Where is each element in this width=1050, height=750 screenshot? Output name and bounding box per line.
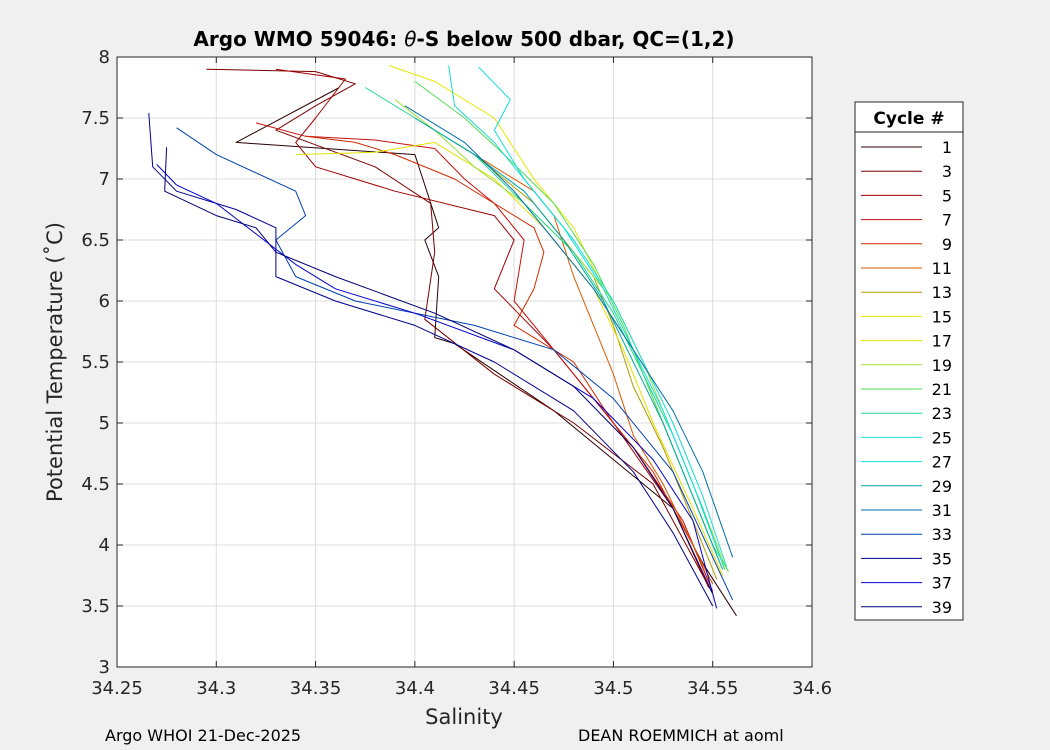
series-line-cycle-3	[206, 68, 714, 595]
legend-box	[854, 101, 964, 621]
x-axis-ticks: 34.25 34.3 34.35 34.4 34.45 34.5 34.55 34.6	[91, 57, 832, 699]
y-tick-label: 4	[99, 535, 110, 556]
legend-label: 25	[932, 428, 952, 447]
x-tick-label: 34.4	[395, 678, 435, 699]
legend-label: 21	[932, 380, 952, 399]
legend-label: 13	[932, 283, 952, 302]
x-tick-label: 34.35	[290, 678, 342, 699]
legend-label: 23	[932, 404, 952, 423]
legend-label: 19	[932, 356, 952, 375]
y-axis-label: Potential Temperature (˚C)	[43, 222, 67, 502]
x-axis-label: Salinity	[425, 705, 503, 729]
legend-label: 33	[932, 525, 952, 544]
series-line-cycle-35	[148, 113, 714, 607]
series-line-cycle-29	[414, 117, 724, 570]
y-tick-label: 3.5	[81, 596, 110, 617]
y-tick-label: 3	[99, 657, 110, 678]
legend-label: 11	[932, 259, 952, 278]
legend-label: 1	[942, 138, 952, 157]
y-tick-label: 7	[99, 169, 110, 190]
legend-label: 29	[932, 477, 952, 496]
series-line-cycle-31	[404, 105, 734, 558]
y-tick-label: 5.5	[81, 352, 110, 373]
y-tick-label: 8	[99, 47, 110, 68]
y-tick-label: 7.5	[81, 108, 110, 129]
legend-label: 7	[942, 211, 952, 230]
legend-label: 27	[932, 453, 952, 472]
chart-title: Argo WMO 59046: θ-S below 500 dbar, QC=(…	[193, 27, 734, 51]
y-tick-label: 6.5	[81, 230, 110, 251]
y-tick-label: 5	[99, 413, 110, 434]
legend-label: 5	[942, 186, 952, 205]
x-tick-label: 34.25	[91, 678, 143, 699]
y-tick-label: 4.5	[81, 474, 110, 495]
y-axis-ticks: 3 3.5 4 4.5 5 5.5 6 6.5 7 7.5 8	[81, 47, 812, 678]
legend: Cycle # 13579111315171921232527293133353…	[854, 101, 964, 621]
footer-right: DEAN ROEMMICH at aoml	[578, 726, 784, 745]
legend-label: 9	[942, 235, 952, 254]
x-tick-label: 34.6	[792, 678, 832, 699]
series-line-cycle-39	[164, 147, 714, 595]
series-line-cycle-27	[478, 66, 724, 564]
y-tick-label: 6	[99, 291, 110, 312]
legend-label: 39	[932, 598, 952, 617]
x-tick-label: 34.45	[488, 678, 540, 699]
legend-label: 31	[932, 501, 952, 520]
series-line-cycle-11	[454, 141, 714, 585]
footer-left: Argo WHOI 21-Dec-2025	[105, 726, 301, 745]
series-line-cycle-33	[176, 127, 734, 601]
x-tick-label: 34.3	[196, 678, 236, 699]
legend-label: 15	[932, 307, 952, 326]
series-line-cycle-25	[448, 65, 728, 568]
legend-label: 17	[932, 332, 952, 351]
series-line-cycle-37	[156, 164, 718, 609]
legend-label: 37	[932, 574, 952, 593]
series-line-cycle-9	[305, 135, 714, 592]
x-tick-label: 34.5	[593, 678, 633, 699]
legend-label: 35	[932, 549, 952, 568]
legend-title: Cycle #	[873, 109, 944, 129]
x-tick-label: 34.55	[687, 678, 739, 699]
legend-label: 3	[942, 162, 952, 181]
series-group	[148, 65, 737, 617]
